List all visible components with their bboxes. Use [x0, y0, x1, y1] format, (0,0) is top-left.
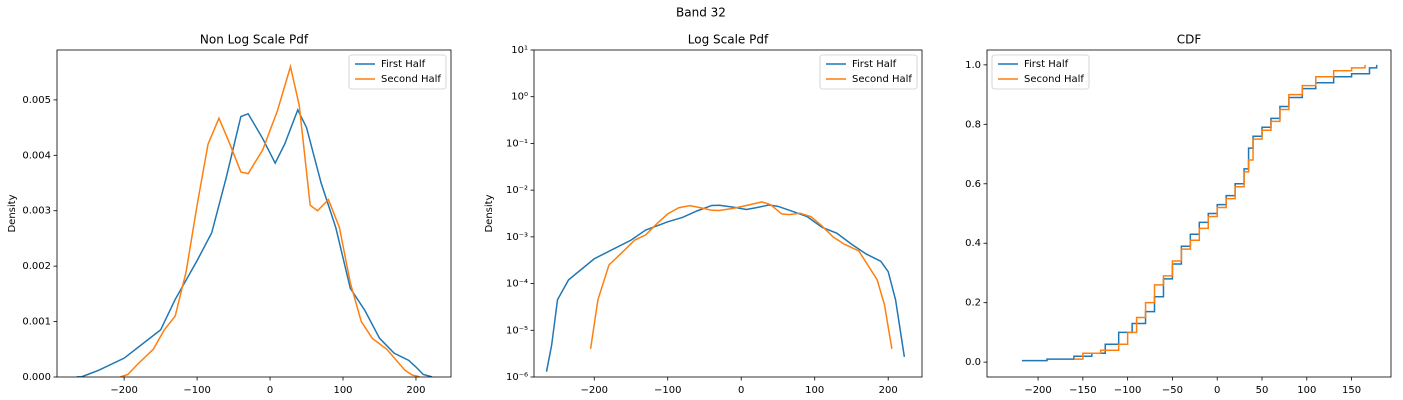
- legend-label: Second Half: [381, 74, 441, 85]
- legend-label: First Half: [381, 59, 426, 70]
- x-tick-label: 0: [1214, 385, 1220, 396]
- panel: Non Log Scale Pdf Density −200 −100 0 100 200 0…: [7, 33, 452, 396]
- y-tick-label: 0.2: [965, 298, 981, 309]
- panel-title: Log Scale Pdf: [688, 33, 769, 47]
- y-tick-label: 10⁻³: [506, 232, 528, 243]
- y-tick-label: 0.6: [965, 179, 981, 190]
- x-tick-label: −50: [1162, 385, 1183, 396]
- y-tick-label: 0.001: [22, 317, 51, 328]
- x-tick-label: −150: [1069, 385, 1096, 396]
- axes-frame: [533, 49, 923, 378]
- series-line: [589, 201, 893, 350]
- y-tick-label: 0.004: [22, 150, 51, 161]
- x-tick-label: 200: [879, 385, 898, 396]
- y-tick-label: 0.4: [965, 238, 981, 249]
- x-tick-label: −100: [183, 385, 210, 396]
- panel-title: CDF: [1177, 33, 1202, 47]
- figure-title: Band 32: [676, 6, 726, 20]
- y-tick-label: 0.8: [965, 119, 981, 130]
- y-tick-label: 10⁻¹: [506, 138, 528, 149]
- panel: Log Scale Pdf Density −200 −100 0 100 200 10⁻⁶ 1…: [484, 33, 923, 396]
- y-tick-label: 10⁻²: [506, 185, 528, 196]
- x-tick-label: 50: [1256, 385, 1269, 396]
- y-tick-label: 0.000: [22, 372, 51, 383]
- y-tick-label: 0.0: [965, 357, 981, 368]
- legend-label: Second Half: [1024, 74, 1084, 85]
- series-line: [545, 204, 906, 372]
- x-tick-label: 150: [1342, 385, 1361, 396]
- x-tick-label: 0: [267, 385, 273, 396]
- legend-label: First Half: [1024, 59, 1069, 70]
- x-tick-label: 100: [1297, 385, 1316, 396]
- y-tick-label: 10⁻⁴: [506, 279, 528, 290]
- y-tick-label: 10¹: [511, 45, 528, 56]
- y-tick-label: 1.0: [965, 60, 981, 71]
- x-tick-label: 100: [333, 385, 352, 396]
- x-tick-label: 0: [738, 385, 744, 396]
- panel: CDF −200 −150 −100 −50 0 50 100 150 0.0 0.2 0.4 0.6 0…: [965, 33, 1392, 396]
- x-tick-label: 100: [805, 385, 824, 396]
- x-tick-label: −200: [1024, 385, 1051, 396]
- axes-frame: [56, 49, 452, 378]
- y-tick-label: 0.002: [22, 261, 51, 272]
- y-axis-label: Density: [484, 194, 495, 232]
- series-line: [1073, 64, 1366, 360]
- y-tick-label: 10⁰: [511, 92, 528, 103]
- legend: First Half Second Half: [348, 54, 447, 90]
- x-tick-label: 200: [406, 385, 425, 396]
- legend: First Half Second Half: [819, 54, 918, 90]
- y-tick-label: 0.005: [22, 95, 51, 106]
- legend: First Half Second Half: [991, 54, 1090, 90]
- axes-frame: [986, 49, 1392, 378]
- x-tick-label: −200: [110, 385, 137, 396]
- x-tick-label: −100: [654, 385, 681, 396]
- panel-title: Non Log Scale Pdf: [200, 33, 309, 47]
- y-tick-label: 10⁻⁵: [506, 325, 528, 336]
- legend-label: First Half: [852, 59, 897, 70]
- series-line: [76, 107, 433, 377]
- y-tick-label: 0.003: [22, 206, 51, 217]
- x-tick-label: −200: [581, 385, 608, 396]
- y-axis-label: Density: [7, 194, 18, 232]
- y-tick-label: 10⁻⁶: [506, 372, 528, 383]
- series-line: [120, 63, 420, 377]
- x-tick-label: −100: [1114, 385, 1141, 396]
- legend-label: Second Half: [852, 74, 912, 85]
